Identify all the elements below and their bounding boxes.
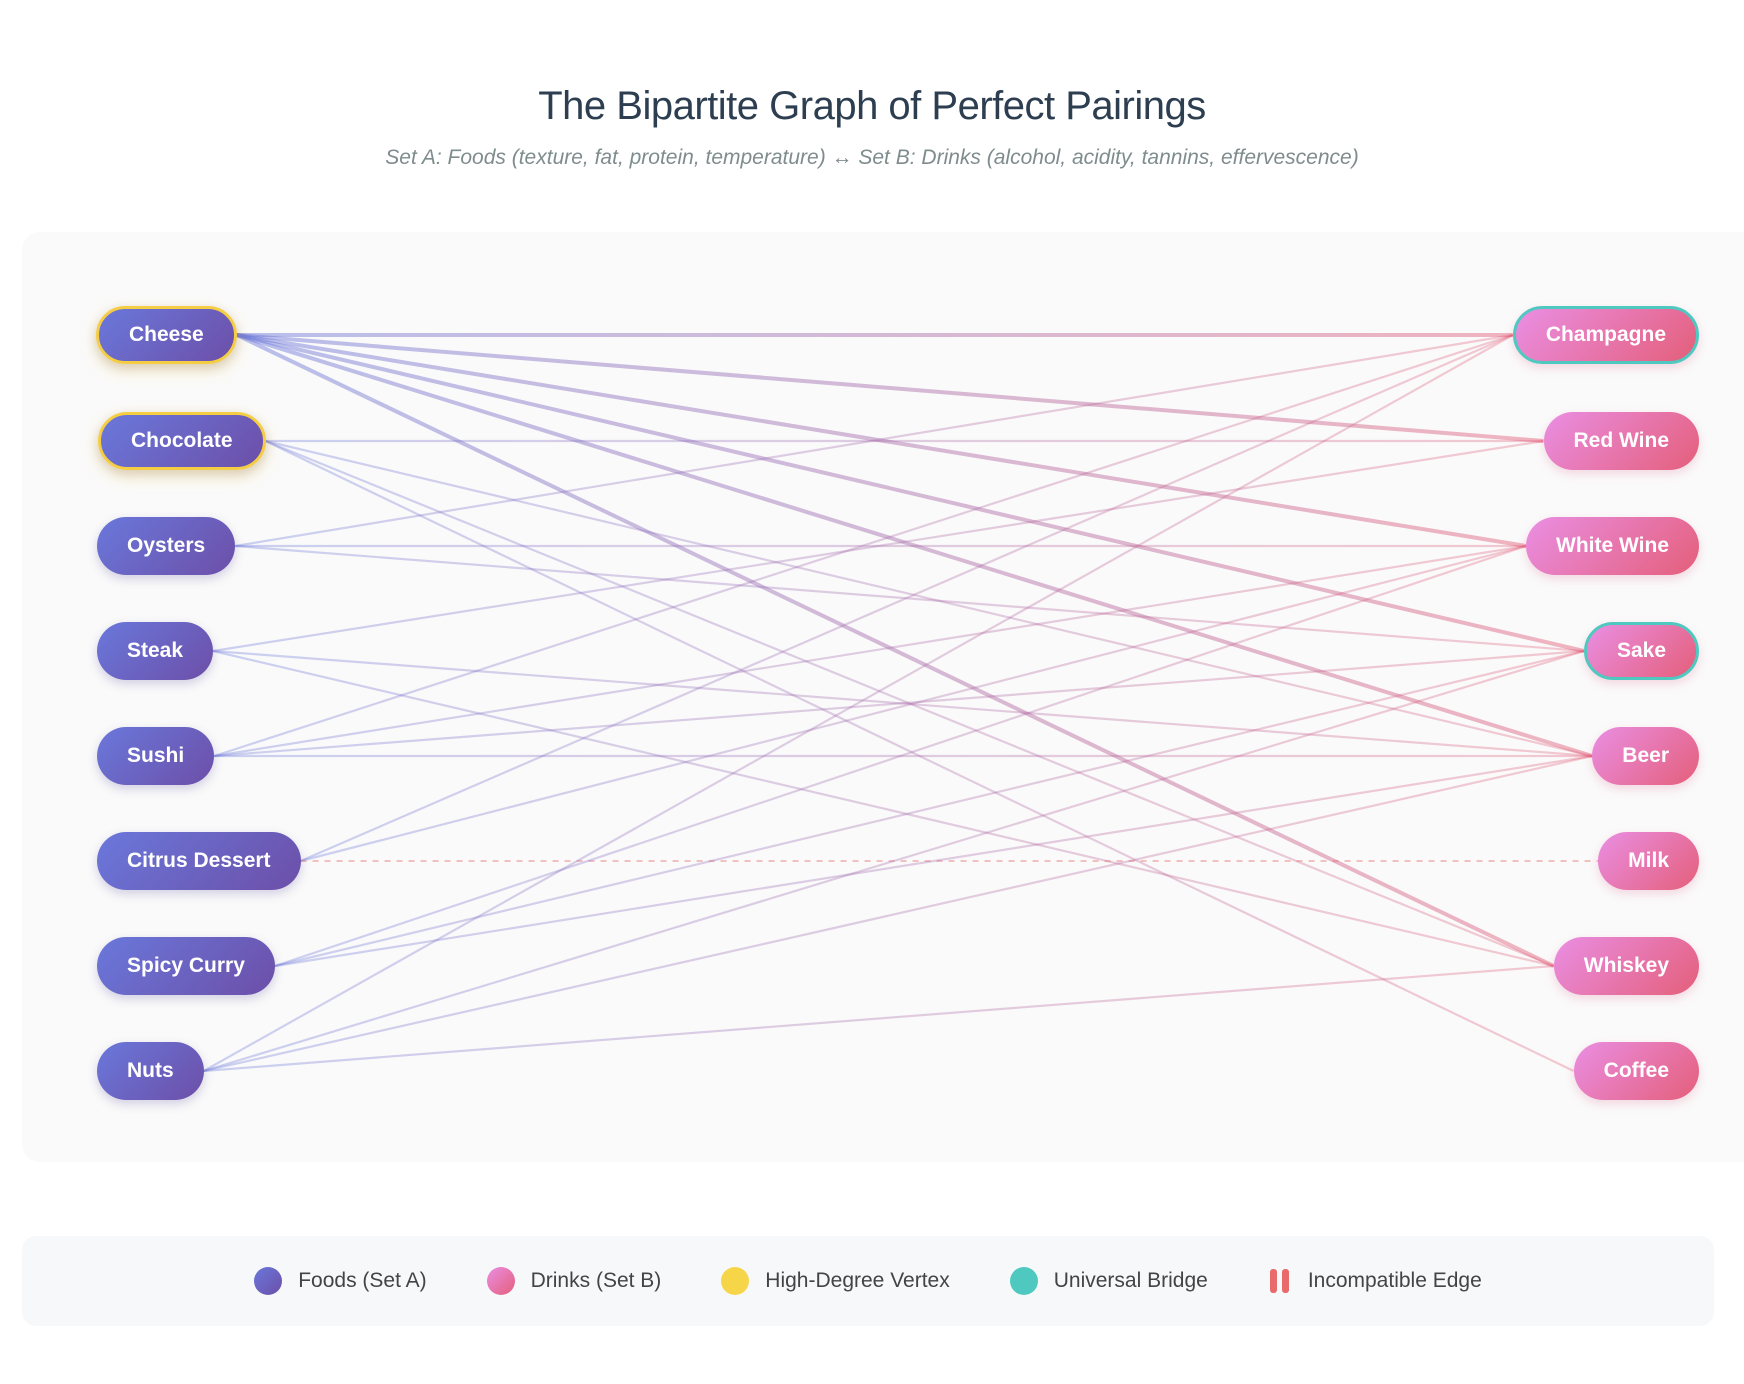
edge-steak-redwine — [212, 439, 1544, 653]
edge-citrus-whitewine — [300, 544, 1527, 863]
legend-item-high-degree: High-Degree Vertex — [721, 1267, 950, 1295]
edge-cheese-redwine — [236, 333, 1544, 443]
edge-curry-whitewine — [274, 544, 1527, 968]
drink-node-beer[interactable]: Beer — [1592, 727, 1699, 785]
drink-node-milk[interactable]: Milk — [1598, 832, 1699, 890]
edge-cheese-whiskey — [235, 333, 1555, 968]
edge-sushi-sake — [214, 649, 1585, 758]
edge-nuts-sake — [203, 649, 1585, 1073]
legend-label-high-degree: High-Degree Vertex — [765, 1269, 950, 1292]
legend-item-bridge: Universal Bridge — [1009, 1267, 1208, 1295]
legend-item-incompatible: Incompatible Edge — [1268, 1267, 1482, 1295]
high-degree-swatch-icon — [721, 1267, 750, 1295]
food-node-sushi[interactable]: Sushi — [97, 727, 215, 785]
page-title: The Bipartite Graph of Perfect Pairings — [538, 84, 1206, 128]
drinks-swatch-icon — [486, 1267, 515, 1295]
edge-oysters-champagne — [235, 333, 1513, 548]
legend-label-bridge: Universal Bridge — [1053, 1269, 1208, 1292]
edge-sushi-whitewine — [214, 544, 1527, 758]
edge-citrus-champagne — [300, 333, 1514, 863]
drink-node-white-wine[interactable]: White Wine — [1526, 517, 1699, 575]
edge-nuts-beer — [203, 754, 1593, 1073]
edge-curry-sake — [274, 649, 1585, 968]
legend-label-foods: Foods (Set A) — [298, 1269, 427, 1292]
edge-curry-beer — [274, 754, 1593, 968]
drink-node-sake[interactable]: Sake — [1583, 622, 1699, 680]
legend-label-incompatible: Incompatible Edge — [1307, 1269, 1482, 1292]
drink-node-red-wine[interactable]: Red Wine — [1543, 412, 1699, 470]
edge-nuts-whiskey — [203, 964, 1554, 1073]
food-node-spicy-curry[interactable]: Spicy Curry — [97, 937, 275, 995]
food-node-nuts[interactable]: Nuts — [97, 1042, 204, 1100]
edge-sushi-champagne — [213, 333, 1514, 758]
edge-nuts-champagne — [203, 334, 1514, 1072]
edge-oysters-sake — [235, 544, 1585, 653]
page-subtitle: Set A: Foods (texture, fat, protein, tem… — [385, 146, 1359, 169]
drink-node-coffee[interactable]: Coffee — [1573, 1042, 1699, 1100]
edge-cheese-sake — [236, 333, 1585, 653]
incompatible-edge-swatch-icon — [1268, 1267, 1292, 1295]
food-node-chocolate[interactable]: Chocolate — [98, 412, 266, 470]
legend-item-foods: Foods (Set A) — [254, 1267, 427, 1295]
food-node-oysters[interactable]: Oysters — [97, 517, 236, 575]
food-node-citrus-dessert[interactable]: Citrus Dessert — [97, 832, 301, 890]
food-node-cheese[interactable]: Cheese — [96, 306, 237, 364]
edge-steak-whiskey — [212, 649, 1555, 968]
foods-swatch-icon — [254, 1267, 283, 1295]
drink-node-champagne[interactable]: Champagne — [1512, 306, 1699, 364]
legend-item-drinks: Drinks (Set B) — [486, 1267, 662, 1295]
food-node-steak[interactable]: Steak — [97, 622, 214, 680]
legend-label-drinks: Drinks (Set B) — [530, 1269, 662, 1292]
edge-chocolate-beer — [265, 439, 1593, 758]
legend: Foods (Set A) Drinks (Set B) High-Degree… — [22, 1236, 1714, 1326]
bridge-swatch-icon — [1009, 1267, 1038, 1295]
drink-node-whiskey[interactable]: Whiskey — [1553, 937, 1699, 995]
